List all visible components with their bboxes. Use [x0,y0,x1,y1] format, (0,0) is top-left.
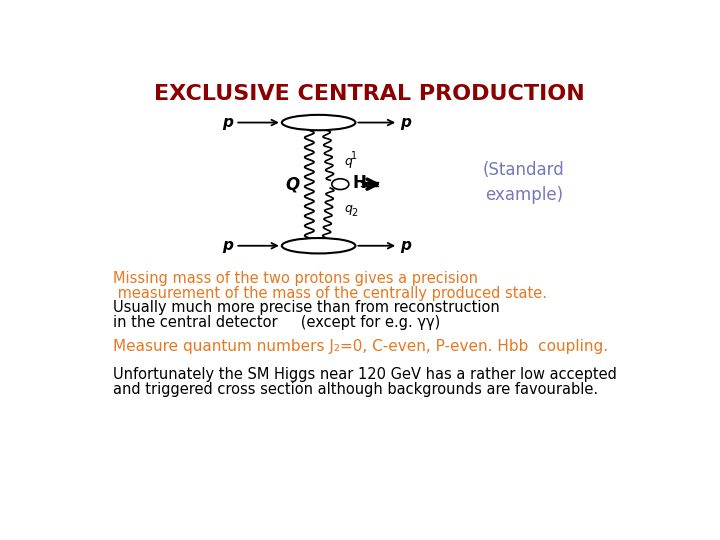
Text: Measure quantum numbers J₂=0, C-even, P-even. Hbb  coupling.: Measure quantum numbers J₂=0, C-even, P-… [113,339,608,354]
Text: and triggered cross section although backgrounds are favourable.: and triggered cross section although bac… [113,382,598,397]
Text: p: p [400,115,411,130]
Ellipse shape [282,238,356,253]
Text: (Standard
example): (Standard example) [483,161,565,204]
Text: q: q [344,202,352,215]
Text: q: q [344,154,352,167]
Ellipse shape [332,179,349,190]
Text: p: p [222,115,233,130]
Text: Missing mass of the two protons gives a precision: Missing mass of the two protons gives a … [113,271,478,286]
Text: Unfortunately the SM Higgs near 120 GeV has a rather low accepted: Unfortunately the SM Higgs near 120 GeV … [113,367,617,382]
Ellipse shape [282,115,356,130]
Text: p: p [222,238,233,253]
Text: 1: 1 [351,151,357,161]
Text: measurement of the mass of the centrally produced state.: measurement of the mass of the centrally… [113,286,547,301]
Text: H: H [353,174,366,192]
Text: EXCLUSIVE CENTRAL PRODUCTION: EXCLUSIVE CENTRAL PRODUCTION [153,84,585,104]
Text: p: p [400,238,411,253]
Text: Q: Q [285,175,300,193]
Text: Usually much more precise than from reconstruction: Usually much more precise than from reco… [113,300,500,315]
Text: 2: 2 [351,208,357,218]
Text: in the central detector     (except for e.g. γγ): in the central detector (except for e.g.… [113,315,441,330]
